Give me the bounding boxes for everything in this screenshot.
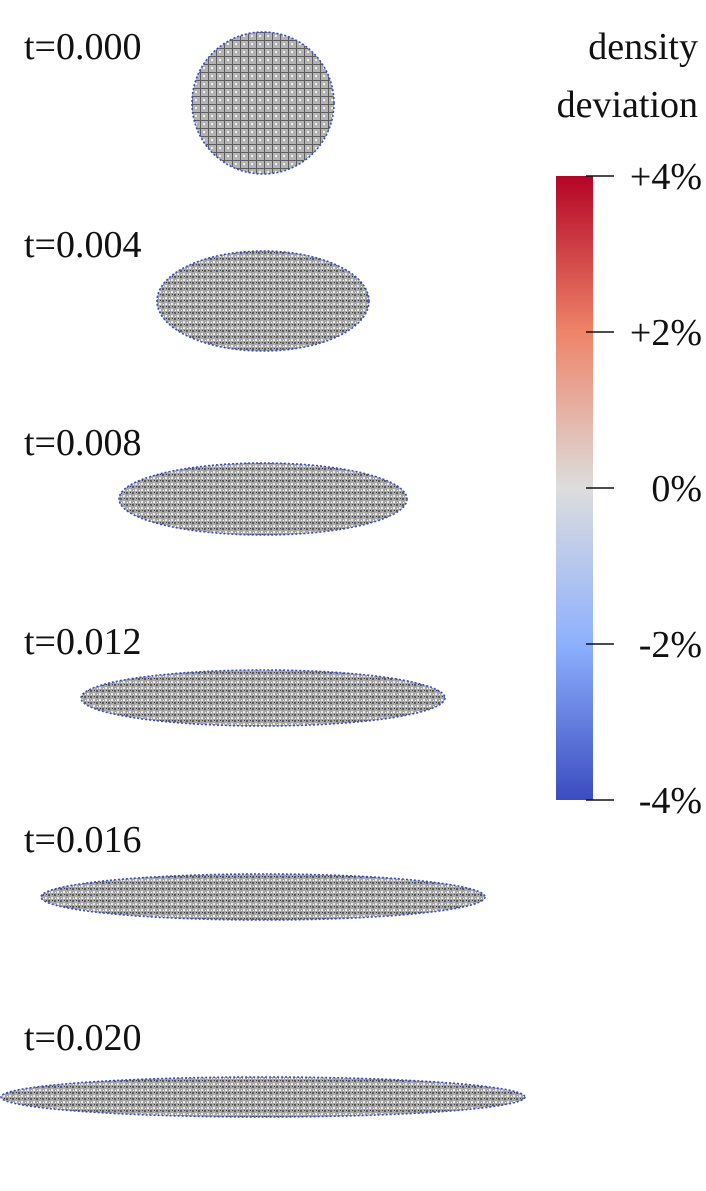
colorbar-tick-label-1: +2% (630, 312, 702, 354)
colorbar: density deviation +4% +2% 0% -2% -4% (556, 26, 702, 822)
particle-ellipse-5 (0, 1076, 526, 1118)
colorbar-title-line2: deviation (557, 84, 698, 126)
particle-ellipse-0 (191, 31, 335, 175)
snapshot-series (0, 31, 526, 1118)
colorbar-tick-label-2: 0% (651, 468, 702, 510)
particle-ellipse-1 (156, 250, 370, 352)
particle-ellipse-2 (118, 462, 408, 536)
colorbar-tick-label-4: -4% (639, 780, 702, 822)
colorbar-tick-label-3: -2% (639, 624, 702, 666)
colorbar-ticks: +4% +2% 0% -2% -4% (586, 156, 702, 822)
colorbar-title-line1: density (588, 26, 698, 68)
particle-ellipse-4 (40, 873, 486, 921)
time-label-0: t=0.000 (24, 26, 142, 68)
time-label-2: t=0.008 (24, 422, 142, 464)
time-label-1: t=0.004 (24, 224, 142, 266)
particle-ellipse-3 (80, 669, 446, 727)
time-label-5: t=0.020 (24, 1017, 142, 1059)
colorbar-tick-label-0: +4% (630, 156, 702, 198)
time-label-3: t=0.012 (24, 621, 142, 663)
time-label-4: t=0.016 (24, 819, 142, 861)
